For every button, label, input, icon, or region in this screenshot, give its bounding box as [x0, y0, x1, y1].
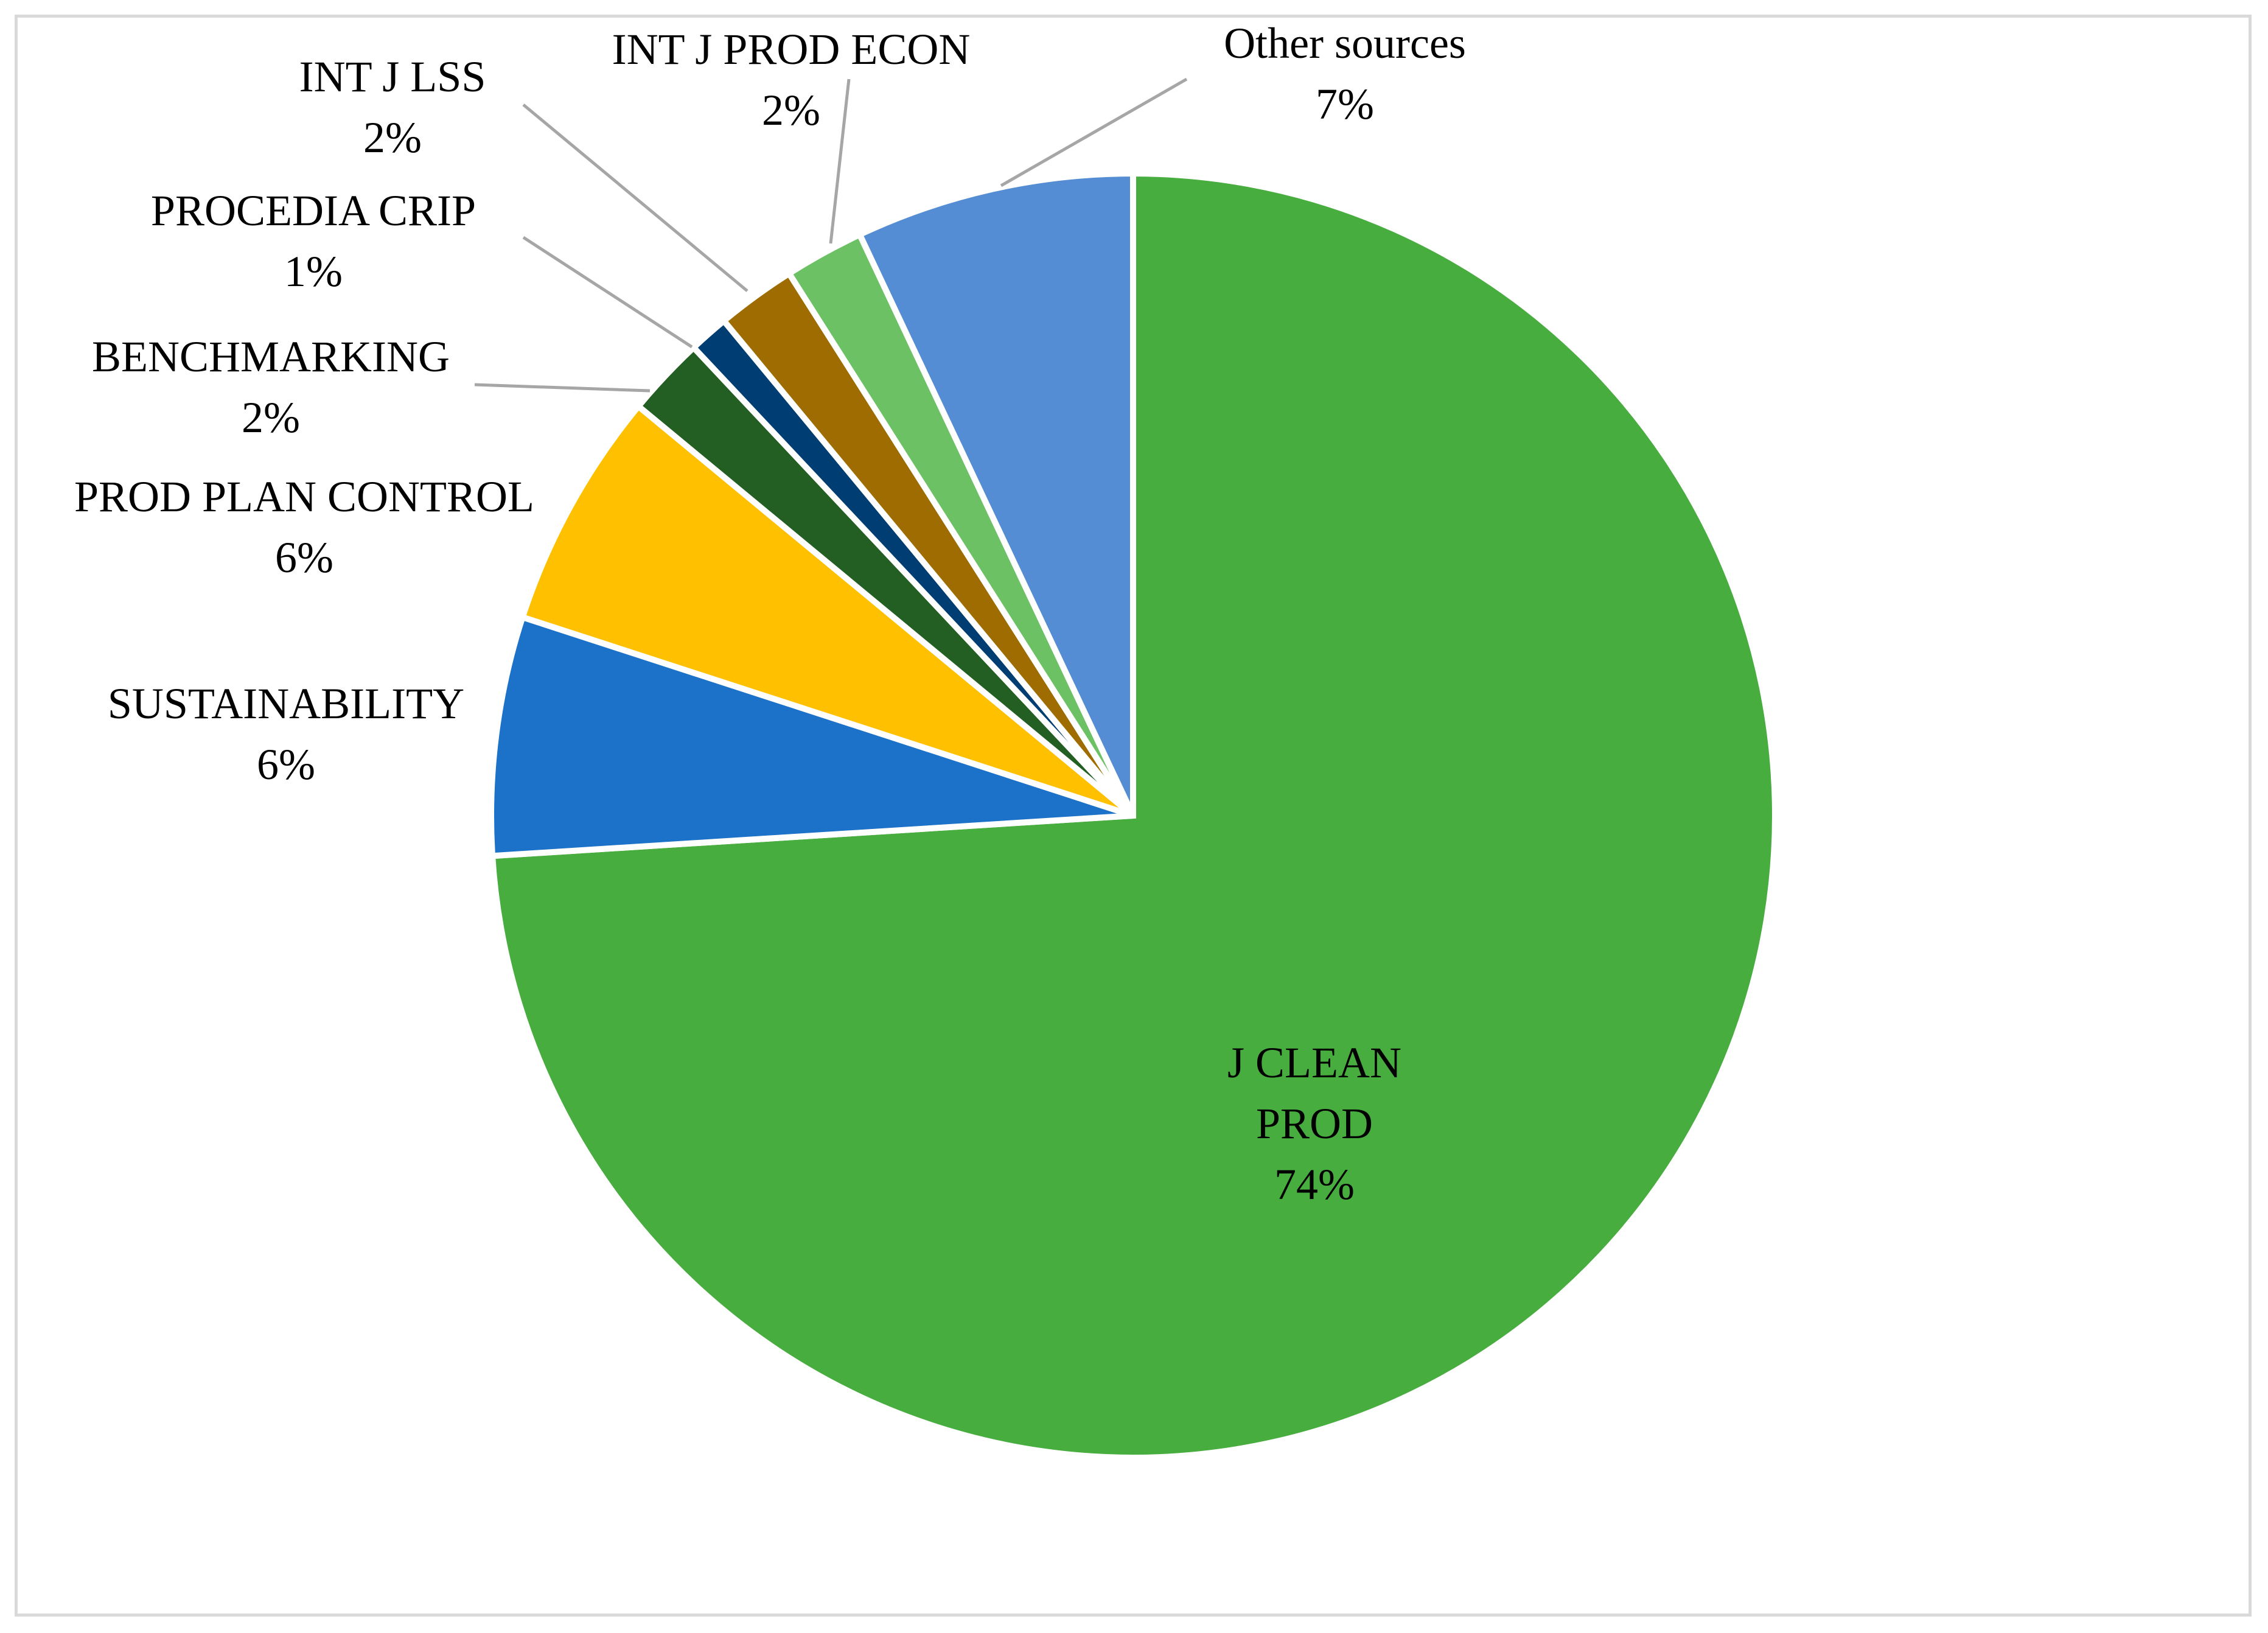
- slice-percent: 74%: [1274, 1160, 1355, 1209]
- leader-line-benchmarking: [474, 383, 651, 393]
- leader-line-procedia-crip: [522, 236, 693, 349]
- slice-name: INT J LSS: [299, 52, 486, 101]
- slice-name: PROD: [1256, 1099, 1373, 1148]
- slice-labels: J CLEAN PROD 74%SUSTAINABILITY 6%PROD PLAN …: [74, 19, 1466, 1209]
- leader-line-int-j-lss: [522, 103, 748, 292]
- slice-label-int-j-lss: INT J LSS 2%: [299, 52, 486, 162]
- slice-label-prod-plan-control: PROD PLAN CONTROL 6%: [74, 472, 534, 582]
- slice-percent: 6%: [275, 533, 333, 582]
- pie-slice-other-sources: [856, 170, 1136, 817]
- pie-slices: [488, 170, 1778, 1461]
- leader-lines: [474, 77, 1188, 393]
- slice-percent: 2%: [242, 393, 300, 442]
- slice-label-procedia-crip: PROCEDIA CRIP 1%: [151, 186, 476, 296]
- slice-percent: 2%: [762, 86, 820, 135]
- slice-name: PROCEDIA CRIP: [151, 186, 476, 235]
- slice-name: Other sources: [1224, 19, 1466, 68]
- slice-percent: 2%: [363, 113, 422, 162]
- slice-label-j-clean-prod: J CLEAN PROD 74%: [1227, 1038, 1401, 1209]
- pie-slice-sustainability: [488, 613, 1134, 859]
- slice-percent: 6%: [257, 740, 315, 789]
- slice-name: SUSTAINABILITY: [108, 679, 464, 728]
- slice-name: J CLEAN: [1227, 1038, 1401, 1087]
- leader-line-int-j-prod-econ: [829, 79, 851, 244]
- slice-percent: 1%: [284, 247, 343, 296]
- leader-line-other-sources: [1000, 77, 1188, 187]
- slice-percent: 7%: [1316, 80, 1374, 128]
- slice-label-sustainability: SUSTAINABILITY 6%: [108, 679, 464, 789]
- slice-label-other-sources: Other sources 7%: [1224, 19, 1466, 128]
- slice-name: BENCHMARKING: [92, 332, 450, 381]
- slice-label-benchmarking: BENCHMARKING 2%: [92, 332, 450, 442]
- pie-slice-prod-plan-control: [518, 402, 1136, 819]
- slice-name: INT J PROD ECON: [612, 25, 971, 74]
- slice-name: PROD PLAN CONTROL: [74, 472, 534, 521]
- slice-label-int-j-prod-econ: INT J PROD ECON 2%: [612, 25, 971, 135]
